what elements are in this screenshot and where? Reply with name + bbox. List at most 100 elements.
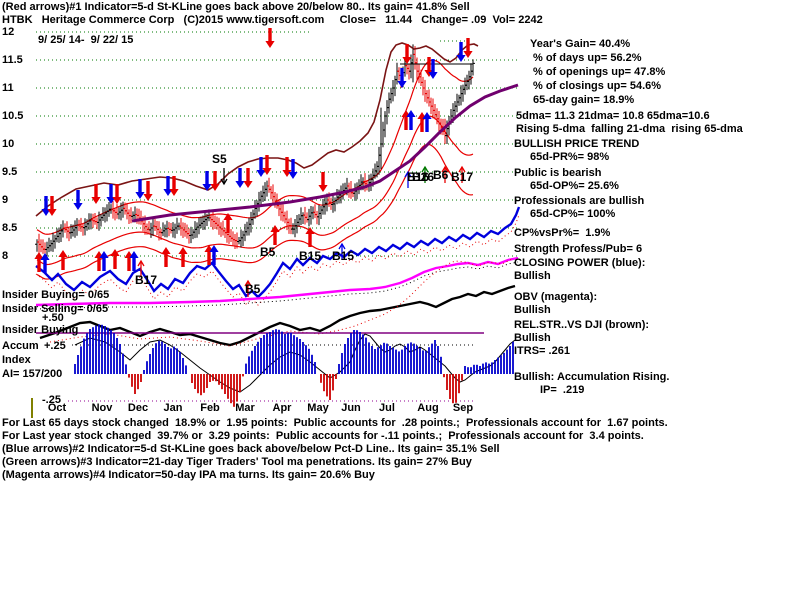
- accum-thin-curve: [74, 333, 516, 393]
- footer-line: For Last year stock changed 39.7% or 3.2…: [2, 430, 644, 442]
- stats-panel-line: 5dma= 11.3 21dma= 10.8 65dma=10.6: [516, 110, 710, 122]
- stats-panel-line: Professionals are bullish: [514, 195, 645, 207]
- buy-arrow-blue: [338, 242, 346, 250]
- signal-label: B17: [135, 273, 158, 287]
- sell-arrow-blue: [235, 168, 245, 188]
- stats-panel-line: Year's Gain= 40.4%: [530, 38, 631, 50]
- sell-arrow-red: [265, 28, 275, 48]
- rel-str-dji-line: [35, 42, 479, 217]
- buy-arrow-blue: [406, 110, 416, 130]
- indicator1-legend: (Red arrows)#1 Indicator=5-d St-KLine go…: [2, 1, 470, 13]
- stats-panel-line: 65d-CP%= 100%: [530, 208, 616, 220]
- stats-panel-line: Rising 5-dma falling 21-dma rising 65-dm…: [516, 123, 743, 135]
- left-overlay-label: Index: [2, 354, 31, 366]
- buy-arrow-red: [58, 250, 68, 270]
- month-label: Jul: [379, 402, 395, 414]
- buy-arrow-red: [458, 165, 466, 173]
- footer-line: For Last 65 days stock changed 18.9% or …: [2, 417, 668, 429]
- sell-arrow-blue: [41, 196, 51, 216]
- y-axis-tick-label: 11: [2, 82, 14, 94]
- month-label: Sep: [452, 402, 474, 414]
- month-label: Jan: [163, 402, 183, 414]
- stats-panel-line: Bullish: [514, 270, 551, 282]
- y-axis-tick-label: 12: [2, 26, 15, 38]
- month-label: Apr: [272, 402, 292, 414]
- left-overlay-label: -.25: [42, 394, 61, 406]
- buy-arrow-red: [305, 227, 315, 247]
- buy-arrow-blue: [129, 251, 139, 271]
- left-overlay-label: +.25: [44, 340, 66, 352]
- obv-line: [35, 256, 519, 307]
- stats-panel-line: IP= .219: [540, 384, 585, 396]
- buy-arrow-blue: [404, 170, 412, 178]
- buy-arrow-red: [223, 213, 233, 233]
- month-label: Aug: [417, 402, 439, 414]
- month-label: Dec: [127, 402, 149, 414]
- sell-arrow-red: [169, 176, 179, 196]
- stats-panel-line: CP%vsPr%= 1.9%: [514, 227, 611, 239]
- footer-line: (Green arrows)#3 Indicator=21-day Tiger …: [2, 456, 472, 468]
- left-overlay-label: AI= 157/200: [2, 368, 63, 380]
- buy-arrow-green: [421, 165, 429, 173]
- y-axis-tick-label: 8: [2, 250, 9, 262]
- left-overlay-label: Accum: [2, 340, 39, 352]
- sell-arrow-blue: [397, 68, 407, 88]
- stats-panel-line: Bullish: Accumulation Rising.: [514, 371, 670, 383]
- stats-panel-line: REL.STR..VS DJI (brown):: [514, 319, 650, 331]
- sell-arrow-red: [262, 155, 272, 175]
- left-overlay-label: Insider Buying: [2, 324, 79, 336]
- month-label: May: [307, 402, 329, 414]
- stats-panel-line: OBV (magenta):: [514, 291, 598, 303]
- sell-arrow-red: [143, 181, 153, 201]
- sell-arrow-blue: [428, 59, 438, 79]
- stats-panel-line: Public is bearish: [514, 167, 602, 179]
- buy-arrow-blue: [40, 253, 50, 273]
- left-overlay-label: Insider Selling= 0/65: [2, 303, 109, 315]
- stats-panel-line: % of closings up= 54.6%: [533, 80, 662, 92]
- y-axis-tick-label: 11.5: [2, 54, 23, 66]
- month-label: Mar: [235, 402, 255, 414]
- y-axis-tick-label: 9: [2, 194, 9, 206]
- sell-arrow-blue: [288, 159, 298, 179]
- stats-panel-line: 65d-PR%= 98%: [530, 151, 610, 163]
- month-label: Feb: [200, 402, 220, 414]
- quote-header: HTBK Heritage Commerce Corp (C)2015 www.…: [2, 14, 543, 26]
- signal-label: S5: [212, 152, 227, 166]
- month-label: Jun: [341, 402, 361, 414]
- sell-arrow-red: [112, 184, 122, 204]
- stats-panel-line: 65d-OP%= 25.6%: [530, 180, 619, 192]
- sell-arrow-blue: [256, 157, 266, 177]
- signal-label: B6: [433, 168, 449, 182]
- sell-arrow-blue: [135, 179, 145, 199]
- stats-panel-line: Strength Profess/Pub= 6: [514, 243, 643, 255]
- buy-arrow-blue: [209, 245, 219, 265]
- footer-line: (Blue arrows)#2 Indicator=5-d St-KLine g…: [2, 443, 500, 455]
- left-overlay-label: +.50: [42, 312, 64, 324]
- stats-panel-line: % of openings up= 47.8%: [533, 66, 666, 78]
- lowest-band-line: [36, 143, 474, 280]
- sell-arrow-red: [318, 172, 328, 192]
- date-range-label: 9/ 25/ 14- 9/ 22/ 15: [38, 34, 134, 46]
- buy-arrow-blue: [99, 251, 109, 271]
- sell-arrow-blue: [456, 42, 466, 62]
- buy-arrow-red: [178, 247, 188, 267]
- stats-panel-line: 65-day gain= 18.9%: [533, 94, 635, 106]
- y-axis-tick-label: 10: [2, 138, 15, 150]
- month-label: Oct: [47, 402, 67, 414]
- ma-65-line: [131, 83, 519, 223]
- stats-panel-line: Bullish: [514, 304, 551, 316]
- y-axis-tick-label: 10.5: [2, 110, 24, 122]
- buy-arrow-red: [34, 252, 44, 272]
- sell-arrow-black: [220, 178, 228, 186]
- sell-arrow-blue: [163, 176, 173, 196]
- signal-label: B15: [332, 249, 355, 263]
- buy-arrow-red: [161, 247, 171, 267]
- signal-label: B16: [407, 170, 430, 184]
- buy-arrow-red: [110, 249, 120, 269]
- sell-arrow-red: [91, 184, 101, 204]
- y-axis-tick-label: 8.5: [2, 222, 18, 234]
- sell-arrow-red: [463, 38, 473, 58]
- stats-panel-line: BULLISH PRICE TREND: [514, 138, 640, 150]
- left-overlay-label: Insider Buying= 0/65: [2, 289, 110, 301]
- signal-label: B26: [412, 170, 435, 184]
